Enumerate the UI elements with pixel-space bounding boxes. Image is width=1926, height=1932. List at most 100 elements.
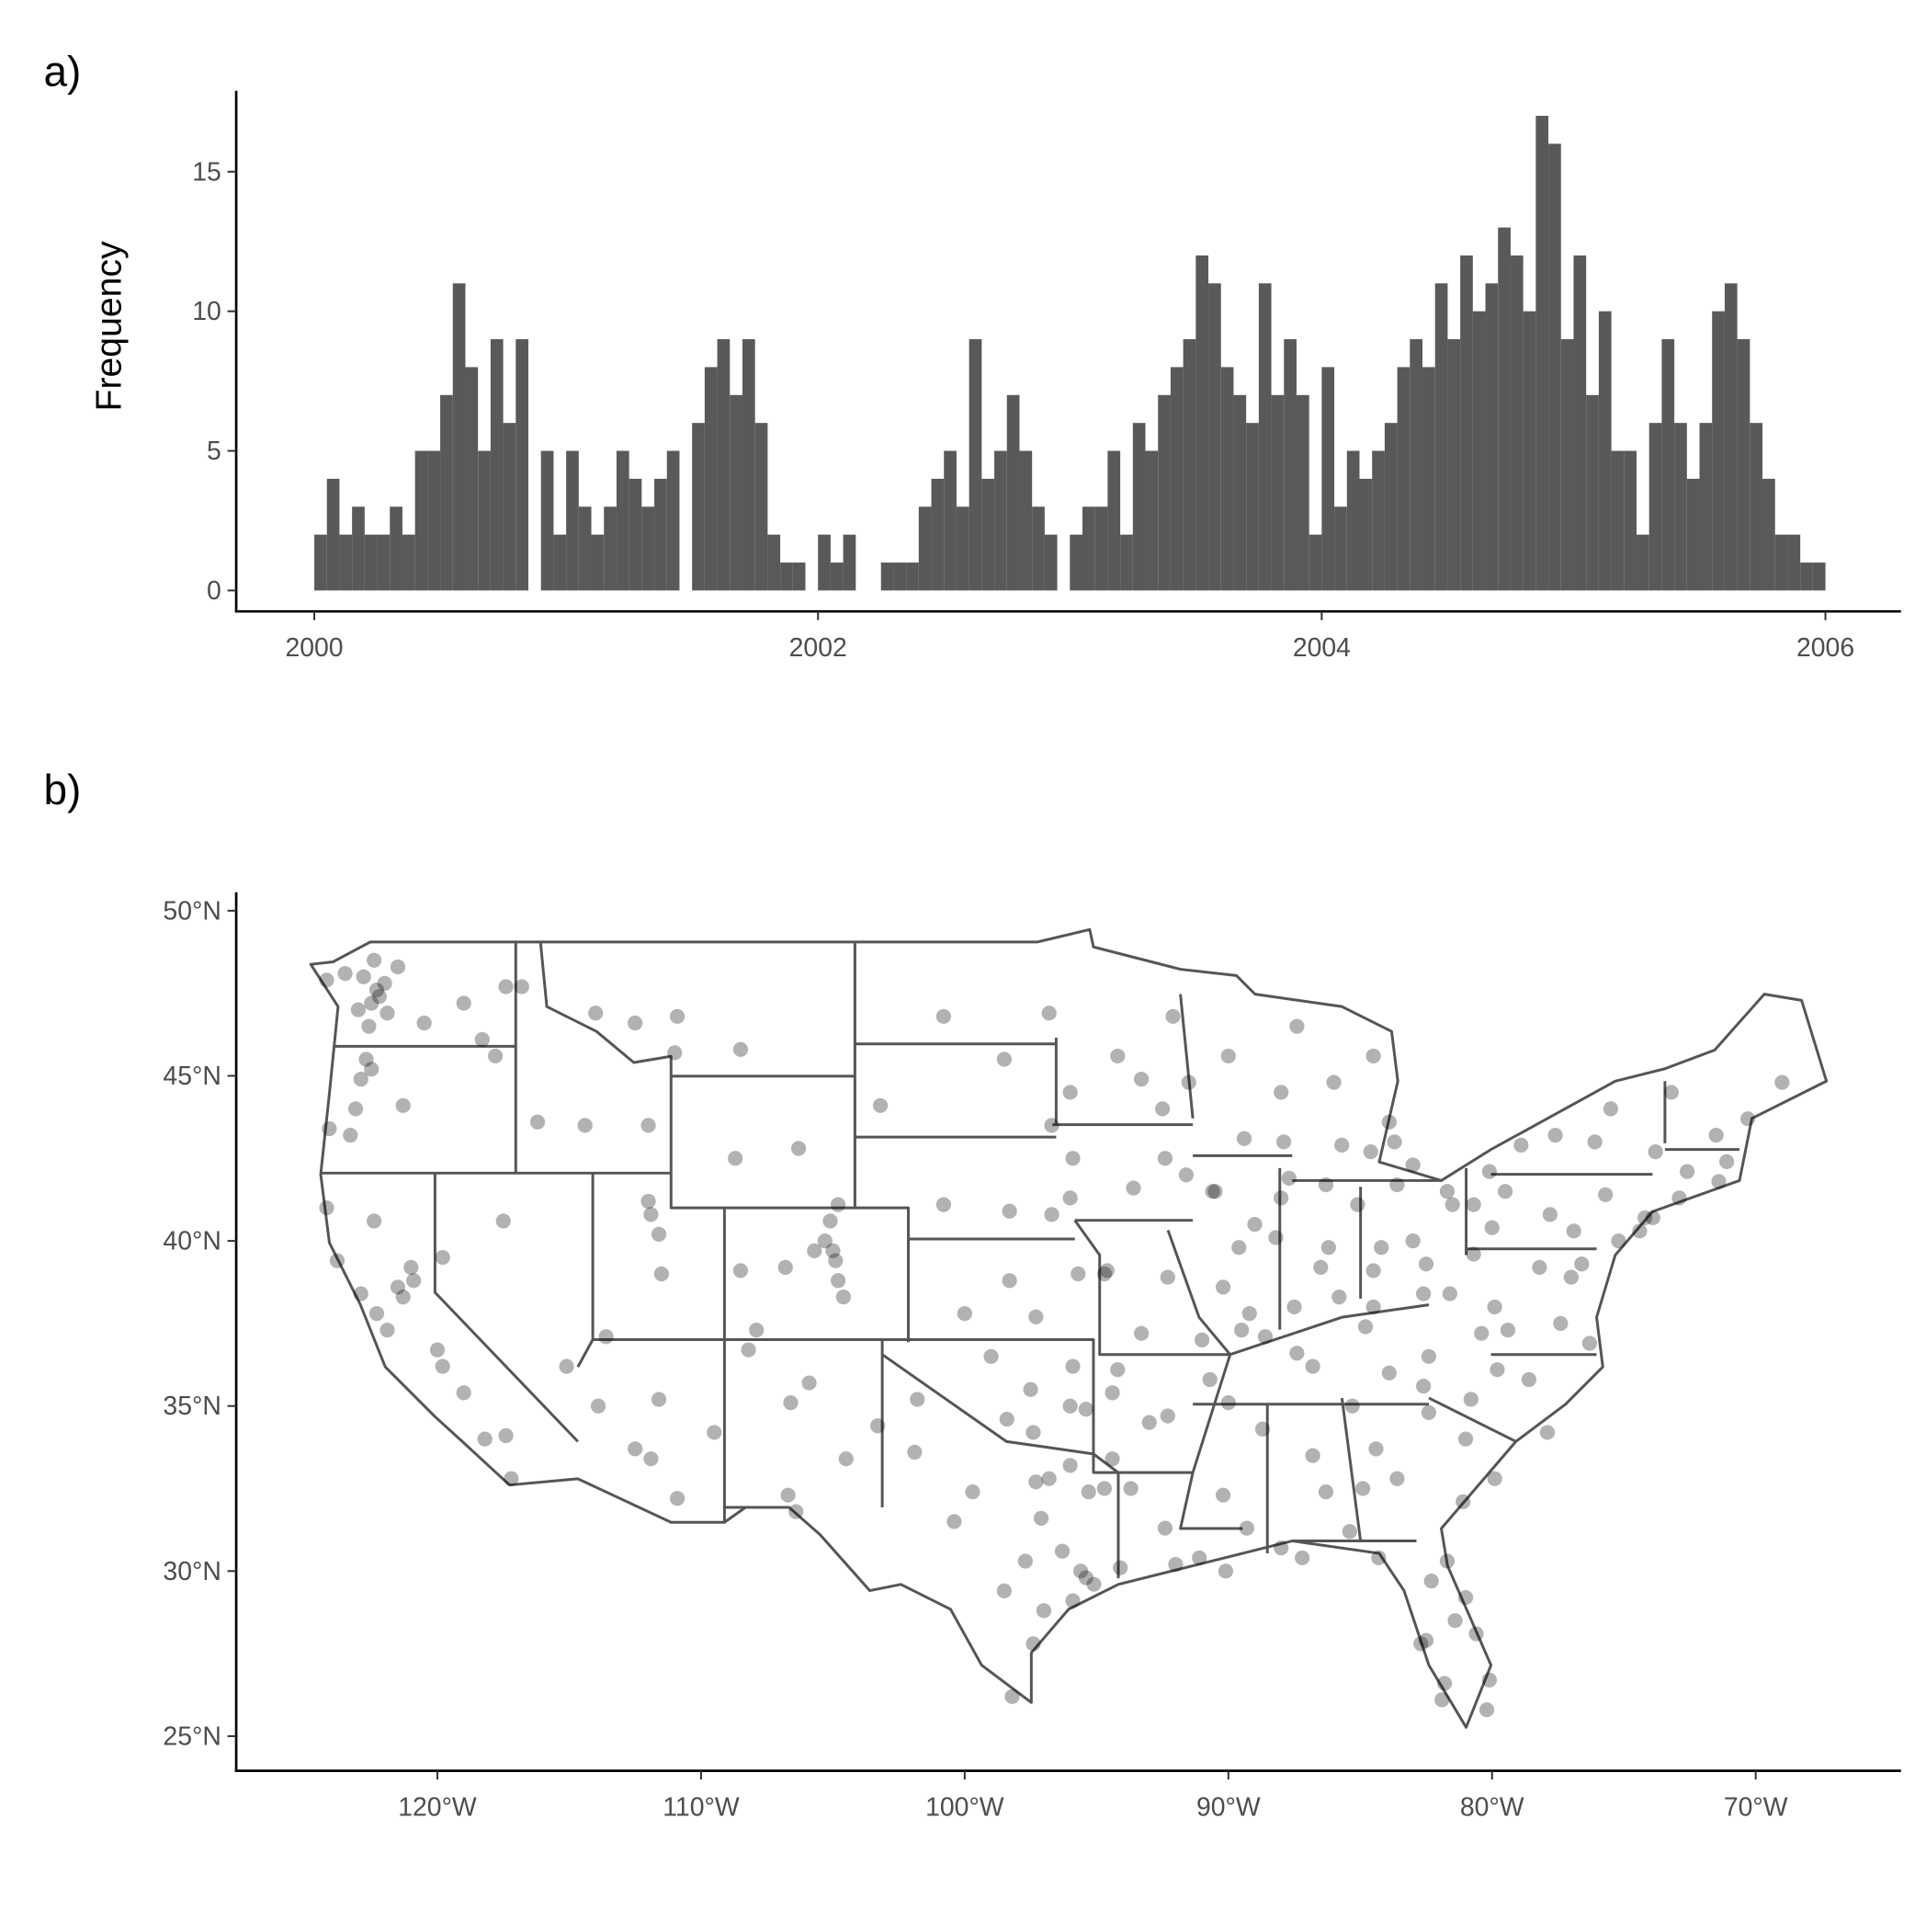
point: [835, 1290, 851, 1305]
point: [790, 1141, 807, 1156]
point: [1234, 1322, 1250, 1338]
point: [1192, 1550, 1207, 1566]
point: [1268, 1230, 1284, 1245]
point: [319, 972, 334, 988]
point: [1365, 1048, 1381, 1064]
point: [1286, 1299, 1302, 1315]
bar: [1082, 506, 1095, 591]
point: [1257, 1329, 1274, 1345]
point: [343, 1128, 358, 1143]
point: [1416, 1379, 1432, 1394]
point: [498, 979, 514, 994]
point: [1205, 1184, 1220, 1199]
bar: [591, 534, 605, 591]
point: [1413, 1636, 1429, 1652]
bar: [767, 534, 781, 591]
bar: [666, 450, 680, 591]
point: [1065, 1593, 1081, 1608]
bar: [704, 367, 718, 591]
point: [651, 1392, 667, 1407]
point: [474, 1031, 490, 1048]
point: [1160, 1269, 1175, 1285]
point: [1484, 1220, 1500, 1235]
bar: [1434, 283, 1448, 591]
point: [380, 1322, 395, 1338]
point: [1134, 1071, 1150, 1087]
point: [1289, 1018, 1305, 1034]
bar: [478, 450, 491, 591]
bar: [792, 563, 806, 591]
point: [1065, 1358, 1081, 1374]
x-tick-label: 2004: [1293, 633, 1351, 663]
bar: [1460, 255, 1473, 591]
bar: [1737, 339, 1750, 591]
y-tick-label: 5: [207, 437, 221, 466]
point: [1679, 1164, 1695, 1179]
point: [1105, 1451, 1120, 1467]
bar: [1132, 423, 1146, 591]
bar: [440, 394, 453, 591]
bar: [893, 563, 907, 591]
bar: [1107, 450, 1121, 591]
x-tick-label: 70°W: [1724, 1792, 1788, 1822]
point: [667, 1045, 683, 1061]
point: [367, 952, 382, 968]
point: [1320, 1240, 1336, 1256]
point: [1168, 1557, 1184, 1573]
point: [337, 966, 353, 982]
point: [406, 1273, 422, 1289]
point: [1126, 1180, 1141, 1196]
point: [1025, 1425, 1041, 1440]
point: [456, 1385, 471, 1401]
state-borders: [309, 927, 1829, 1729]
bar: [1158, 394, 1171, 591]
point: [1078, 1402, 1093, 1417]
point: [1421, 1404, 1436, 1421]
point: [801, 1375, 817, 1391]
point: [822, 1213, 838, 1229]
point: [1439, 1553, 1456, 1569]
bar: [1674, 423, 1687, 591]
bar: [452, 283, 466, 591]
bar: [1800, 563, 1813, 591]
point: [1371, 1550, 1387, 1566]
point: [1611, 1233, 1626, 1249]
point: [1334, 1137, 1350, 1154]
bar: [1070, 534, 1082, 591]
point: [1062, 1398, 1078, 1414]
point: [1247, 1217, 1263, 1233]
point: [1598, 1187, 1614, 1202]
bar: [1359, 478, 1373, 591]
point: [1134, 1325, 1150, 1341]
point: [1326, 1074, 1342, 1090]
bar: [1309, 534, 1322, 591]
point: [732, 1263, 749, 1279]
point: [1566, 1223, 1581, 1239]
bar: [780, 563, 793, 591]
point: [1645, 1210, 1660, 1226]
point: [390, 959, 406, 975]
point: [1062, 1458, 1078, 1473]
point: [640, 1118, 656, 1133]
point: [780, 1487, 796, 1503]
point: [1065, 1151, 1081, 1166]
point: [353, 1071, 368, 1087]
x-tick-label: 2006: [1796, 633, 1854, 663]
bar: [1812, 563, 1826, 591]
point: [1350, 1197, 1365, 1212]
point: [1105, 1385, 1120, 1401]
marks: [319, 952, 1790, 1718]
x-tick-label: 90°W: [1196, 1792, 1261, 1822]
bar: [981, 478, 995, 591]
point: [1487, 1471, 1502, 1486]
point: [1073, 1563, 1089, 1579]
bar: [1233, 394, 1247, 591]
point: [838, 1451, 854, 1467]
point: [1025, 1636, 1041, 1652]
point: [1468, 1626, 1484, 1642]
point: [1318, 1176, 1334, 1193]
point: [1574, 1256, 1590, 1272]
marks: [314, 116, 1826, 591]
point: [1344, 1398, 1360, 1414]
